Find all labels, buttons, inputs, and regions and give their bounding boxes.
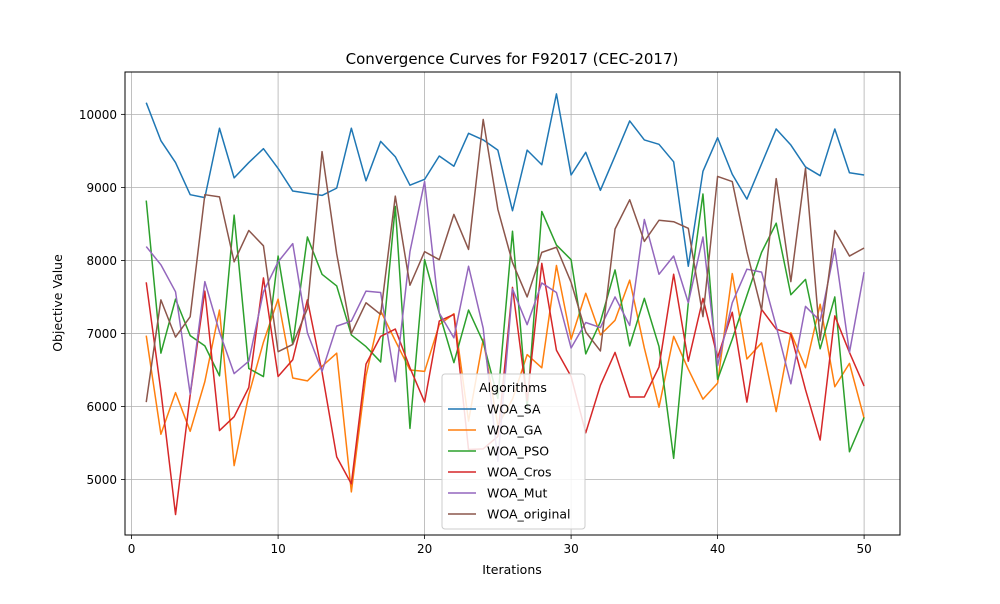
x-tick-label: 30: [563, 542, 578, 556]
y-tick-label: 10000: [79, 108, 117, 122]
legend-box: [441, 373, 586, 530]
legend-label-woa-mut: WOA_Mut: [487, 486, 547, 501]
legend: Algorithms WOA_SAWOA_GAWOA_PSOWOA_CrosWO…: [441, 373, 586, 530]
legend-label-woa-cros: WOA_Cros: [487, 465, 552, 480]
x-tick-label: 0: [128, 542, 136, 556]
legend-entries: WOA_SA WOA_GA WOA_PSO WOA_Cros WOA_Mut WOA_or…: [448, 402, 571, 522]
legend-title: Algorithms: [479, 380, 547, 395]
legend-label-woa-original: WOA_original: [487, 507, 571, 522]
y-tick-label: 5000: [86, 473, 117, 487]
series-line-woa-original: [145, 118, 865, 403]
legend-label-woa-ga: WOA_GA: [487, 423, 542, 438]
x-tick-label: 50: [856, 542, 871, 556]
x-axis-label: Iterations: [482, 562, 542, 577]
y-tick-label: 7000: [86, 327, 117, 341]
x-tick-label: 10: [270, 542, 285, 556]
axis-ticks: 0 10 20 30 40 50 5000 6000 7000 8000 9000 10000: [79, 108, 872, 556]
x-tick-label: 40: [710, 542, 725, 556]
series-line-woa-sa: [145, 93, 865, 268]
x-tick-label: 20: [417, 542, 432, 556]
y-tick-label: 8000: [86, 254, 117, 268]
legend-label-woa-sa: WOA_SA: [487, 402, 541, 417]
chart-title: Convergence Curves for F92017 (CEC-2017): [346, 50, 679, 68]
legend-label-woa-pso: WOA_PSO: [487, 444, 549, 459]
series-line-woa-pso: [145, 193, 865, 460]
y-tick-label: 6000: [86, 400, 117, 414]
y-axis-label: Objective Value: [50, 254, 65, 352]
series-line-woa-cros: [145, 262, 865, 516]
plot-frame: [124, 71, 901, 536]
y-tick-label: 9000: [86, 181, 117, 195]
